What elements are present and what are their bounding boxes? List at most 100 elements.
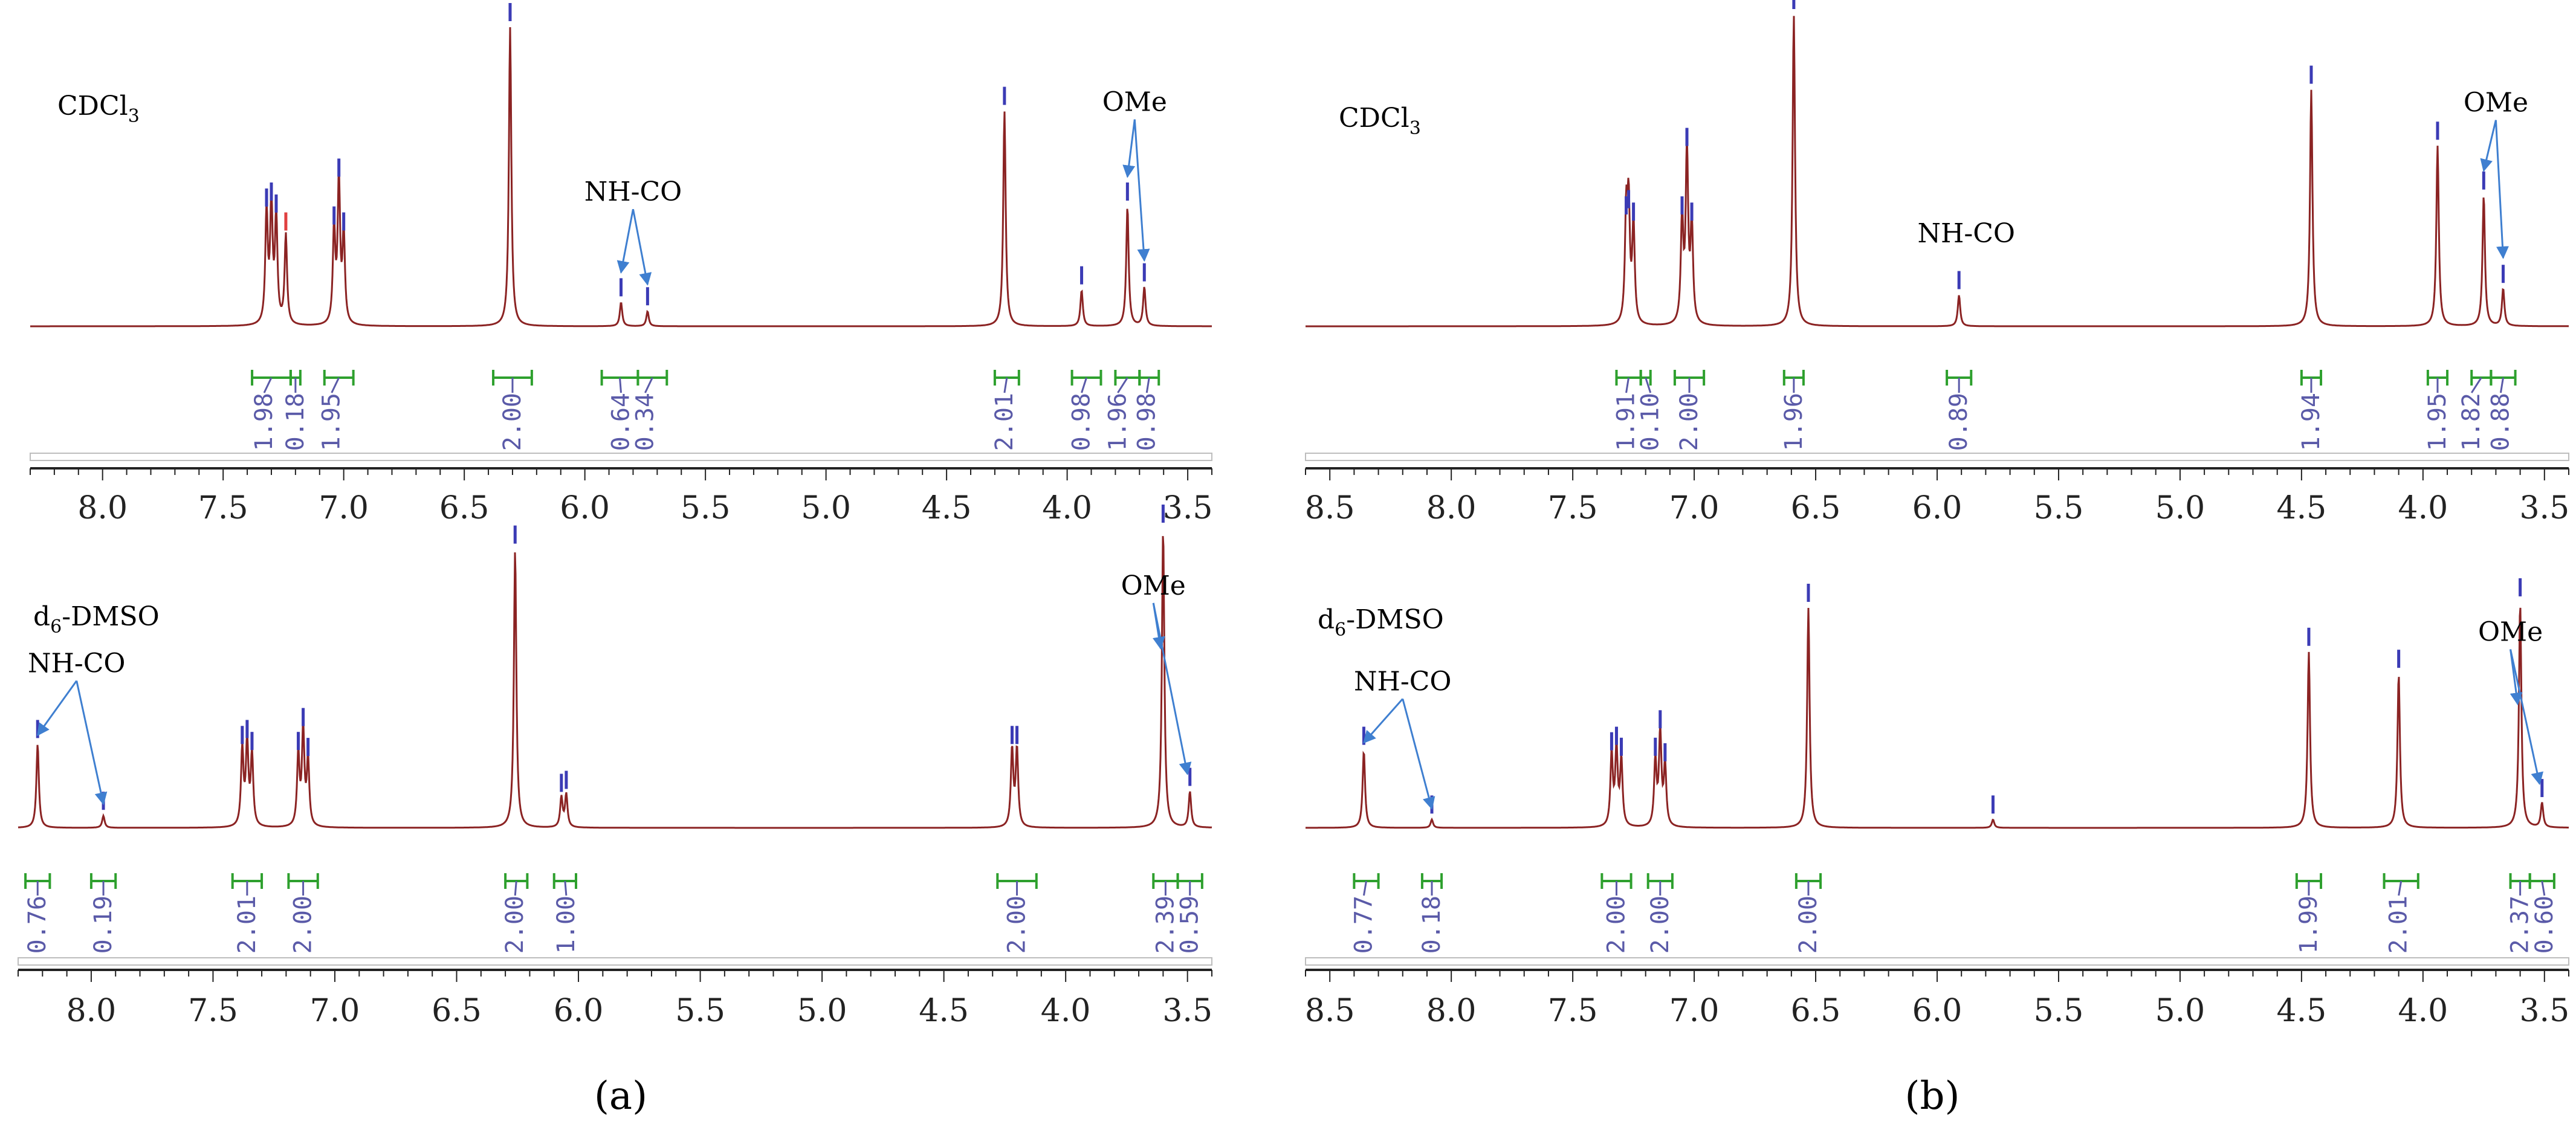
tick-label: 4.5 bbox=[922, 490, 972, 526]
integral-value: 0.98 bbox=[1068, 393, 1096, 451]
integral-value: 2.01 bbox=[991, 393, 1018, 451]
tick-label: 7.5 bbox=[1548, 993, 1598, 1029]
integral-value: 0.59 bbox=[1176, 896, 1204, 954]
integral-bracket: 2.00 bbox=[1673, 370, 1706, 451]
integral-bracket: 0.18 bbox=[282, 370, 309, 451]
integral-value: 0.34 bbox=[631, 393, 659, 451]
annotation-arrow bbox=[2510, 649, 2544, 786]
integral-bracket: 1.95 bbox=[2424, 370, 2451, 451]
integral-value: 2.00 bbox=[501, 896, 529, 954]
tick-label: 7.5 bbox=[1548, 490, 1598, 526]
spectrum-line bbox=[1306, 607, 2569, 829]
integral-bracket: 1.96 bbox=[1780, 370, 1808, 451]
integral-baseline bbox=[1305, 957, 2569, 966]
tick-label: 7.5 bbox=[188, 993, 238, 1029]
integral-bracket: 2.39 bbox=[1151, 873, 1179, 954]
solvent-label: CDCl3 bbox=[1339, 103, 1421, 139]
peak-annotation: OMe bbox=[2478, 617, 2543, 648]
integral-baseline bbox=[1305, 453, 2569, 461]
integral-value: 1.95 bbox=[318, 393, 346, 451]
tick-label: 4.0 bbox=[1042, 490, 1092, 526]
integral-value: 2.00 bbox=[290, 896, 317, 954]
integral-bracket: 2.01 bbox=[231, 873, 264, 954]
tick-label: 4.0 bbox=[2398, 490, 2448, 526]
annotation-arrow bbox=[1402, 699, 1435, 810]
integral-baseline bbox=[30, 453, 1212, 461]
integral-bracket: 0.76 bbox=[24, 873, 51, 954]
tick-label: 5.0 bbox=[801, 490, 851, 526]
peak-annotation: OMe bbox=[1102, 87, 1167, 118]
integral-value: 0.18 bbox=[282, 393, 309, 451]
tick-label: 4.0 bbox=[1041, 993, 1091, 1029]
integral-value: 2.39 bbox=[1151, 896, 1179, 954]
integral-bracket: 2.00 bbox=[1646, 873, 1674, 954]
integral-bracket: 2.00 bbox=[996, 873, 1038, 954]
peak-annotation: NH-CO bbox=[1354, 667, 1451, 697]
panel-label-a: (a) bbox=[594, 1074, 647, 1119]
spectrum-line bbox=[1306, 16, 2569, 328]
tick-label: 3.5 bbox=[2519, 993, 2569, 1029]
integral-bracket: 0.88 bbox=[2487, 370, 2517, 451]
integral-value: 0.76 bbox=[24, 896, 51, 954]
tick-label: 6.5 bbox=[1791, 490, 1841, 526]
tick-label: 8.5 bbox=[1305, 993, 1355, 1029]
tick-label: 5.5 bbox=[681, 490, 731, 526]
tick-label: 8.0 bbox=[77, 490, 128, 526]
spectrum-panel-a-bottom: NH-CO OMe d6-DMSO 0.76 0.19 2.01 2.00 2.00 1.00 2… bbox=[18, 505, 1212, 1029]
integral-value: 0.64 bbox=[607, 393, 635, 451]
integral-value: 1.99 bbox=[2295, 896, 2323, 954]
spectrum-line bbox=[18, 536, 1212, 829]
tick-label: 6.0 bbox=[1912, 490, 1963, 526]
annotation-arrow bbox=[616, 208, 634, 274]
annotation-arrow bbox=[37, 680, 77, 737]
peak-annotation: NH-CO bbox=[584, 176, 682, 207]
integral-value: 0.10 bbox=[1637, 393, 1665, 451]
annotation-arrow bbox=[1133, 119, 1150, 262]
annotation-arrow bbox=[2494, 120, 2509, 259]
tick-label: 8.0 bbox=[66, 993, 117, 1029]
peak-annotation: OMe bbox=[1121, 570, 1186, 601]
integral-bracket: 2.01 bbox=[991, 370, 1020, 451]
integral-value: 2.00 bbox=[1646, 896, 1674, 954]
integral-value: 2.00 bbox=[499, 393, 526, 451]
annotation-arrow bbox=[632, 208, 652, 286]
integral-value: 0.60 bbox=[2531, 896, 2558, 954]
integral-value: 2.00 bbox=[1602, 896, 1630, 954]
tick-label: 5.0 bbox=[797, 993, 847, 1029]
integral-bracket: 0.18 bbox=[1418, 873, 1446, 954]
tick-label: 8.5 bbox=[1305, 490, 1355, 526]
integral-value: 2.37 bbox=[2506, 896, 2534, 954]
annotation-arrow bbox=[1122, 119, 1136, 178]
integral-bracket: 2.00 bbox=[287, 873, 319, 954]
integral-bracket: 0.19 bbox=[89, 873, 117, 954]
integral-bracket: 2.00 bbox=[1600, 873, 1633, 954]
tick-label: 5.0 bbox=[2155, 993, 2205, 1029]
annotation-arrow bbox=[1152, 602, 1192, 775]
annotation-arrow bbox=[2480, 120, 2497, 172]
spectrum-panel-b-bottom: NH-CO OMe d6-DMSO 0.77 0.18 2.00 2.00 2.00 1.99 2… bbox=[1305, 578, 2569, 1029]
solvent-label: CDCl3 bbox=[57, 91, 140, 127]
tick-label: 8.0 bbox=[1426, 993, 1477, 1029]
integral-value: 1.96 bbox=[1104, 393, 1131, 451]
integral-bracket: 0.59 bbox=[1176, 873, 1204, 954]
integral-bracket: 2.01 bbox=[2383, 873, 2419, 954]
tick-label: 6.5 bbox=[439, 490, 490, 526]
tick-label: 5.0 bbox=[2155, 490, 2205, 526]
integral-bracket: 0.77 bbox=[1350, 873, 1380, 954]
integral-value: 2.00 bbox=[1003, 896, 1031, 954]
tick-label: 7.0 bbox=[319, 490, 369, 526]
spectrum-line bbox=[30, 27, 1212, 328]
integral-bracket: 0.60 bbox=[2528, 873, 2558, 954]
tick-label: 4.5 bbox=[2277, 993, 2327, 1029]
tick-label: 5.5 bbox=[2034, 993, 2084, 1029]
integral-value: 2.00 bbox=[1794, 896, 1822, 954]
integral-value: 1.96 bbox=[1780, 393, 1808, 451]
tick-label: 4.0 bbox=[2398, 993, 2448, 1029]
integral-value: 1.95 bbox=[2424, 393, 2451, 451]
tick-label: 7.0 bbox=[1669, 993, 1720, 1029]
tick-label: 6.0 bbox=[1912, 993, 1963, 1029]
integral-value: 0.88 bbox=[2487, 393, 2514, 451]
integral-bracket: 1.96 bbox=[1104, 370, 1141, 451]
integral-bracket: 1.99 bbox=[2295, 873, 2323, 954]
